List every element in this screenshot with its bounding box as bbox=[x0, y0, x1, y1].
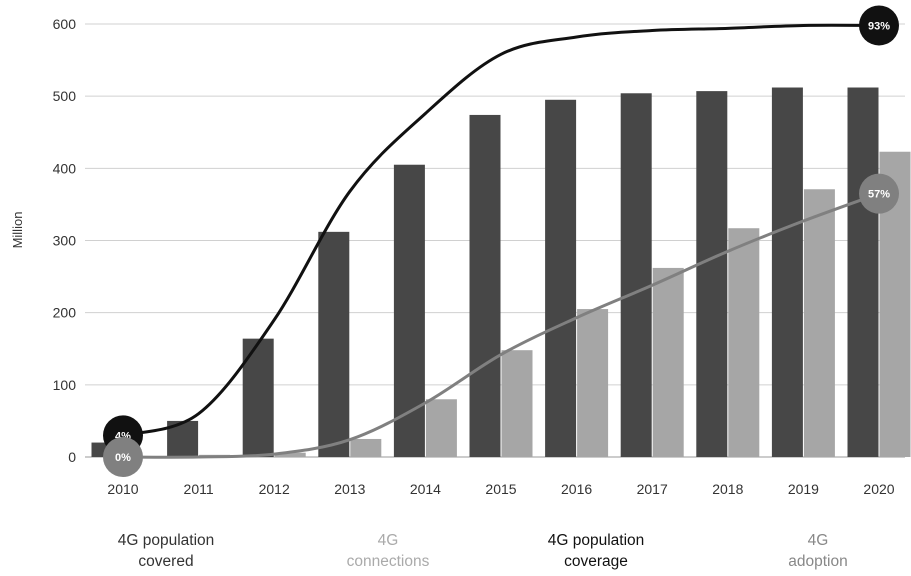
point-label: 0% bbox=[115, 452, 131, 464]
legend-entry: covered bbox=[138, 553, 193, 570]
point-label: 93% bbox=[868, 20, 890, 32]
point-marker bbox=[859, 5, 899, 46]
bar bbox=[274, 452, 306, 457]
y-tick-label: 300 bbox=[53, 233, 77, 249]
bar bbox=[469, 114, 501, 458]
bar bbox=[728, 228, 760, 457]
y-tick-label: 500 bbox=[53, 88, 77, 104]
legend-entry: 4G population bbox=[118, 532, 215, 549]
bar bbox=[847, 87, 879, 458]
bars bbox=[91, 87, 911, 458]
x-tick-label: 2014 bbox=[410, 481, 441, 497]
bar bbox=[696, 91, 728, 458]
x-tick-label: 2017 bbox=[637, 481, 668, 497]
bar bbox=[545, 99, 577, 458]
bar bbox=[425, 399, 457, 457]
y-tick-label: 100 bbox=[53, 377, 77, 393]
y-tick-label: 200 bbox=[53, 305, 77, 321]
point-marker bbox=[859, 173, 899, 214]
bar bbox=[803, 189, 835, 458]
x-axis: 2010 2011 2012 2013 2014 2015 2016 2017 2018 2019… bbox=[107, 481, 894, 497]
y-tick-label: 600 bbox=[53, 16, 77, 32]
series-line bbox=[121, 23, 881, 437]
legend-entry: connections bbox=[347, 553, 430, 570]
legend-entry: coverage bbox=[564, 553, 628, 570]
series-line bbox=[121, 192, 881, 459]
legend-entry: adoption bbox=[788, 553, 847, 570]
x-tick-label: 2016 bbox=[561, 481, 592, 497]
legend-entry: 4G bbox=[808, 532, 829, 549]
point-label: 57% bbox=[868, 189, 890, 201]
bar bbox=[318, 231, 350, 457]
y-axis-label: Million bbox=[10, 212, 25, 249]
bar bbox=[620, 93, 652, 457]
bar bbox=[393, 164, 425, 457]
y-tick-label: 0 bbox=[68, 449, 76, 465]
point-marker bbox=[103, 437, 143, 477]
x-tick-label: 2018 bbox=[712, 481, 743, 497]
x-tick-label: 2015 bbox=[485, 481, 516, 497]
lines bbox=[121, 23, 881, 459]
bar bbox=[771, 87, 803, 458]
x-tick-label: 2020 bbox=[863, 481, 894, 497]
bar bbox=[501, 350, 533, 457]
bar bbox=[652, 267, 684, 457]
point-labels: 4%93%0%57% bbox=[103, 5, 899, 477]
y-axis: 0 100 200 300 400 500 600 bbox=[53, 16, 77, 465]
x-tick-label: 2010 bbox=[107, 481, 138, 497]
y-tick-label: 400 bbox=[53, 160, 77, 176]
bar bbox=[577, 309, 609, 457]
x-tick-label: 2011 bbox=[184, 481, 214, 497]
x-tick-label: 2012 bbox=[259, 481, 290, 497]
legend-entry: 4G bbox=[378, 532, 399, 549]
legend-entry: 4G population bbox=[548, 532, 645, 549]
bar bbox=[350, 438, 382, 457]
x-tick-label: 2019 bbox=[788, 481, 819, 497]
x-tick-label: 2013 bbox=[334, 481, 365, 497]
legend: 4G population covered 4G connections 4G popu… bbox=[118, 532, 848, 570]
